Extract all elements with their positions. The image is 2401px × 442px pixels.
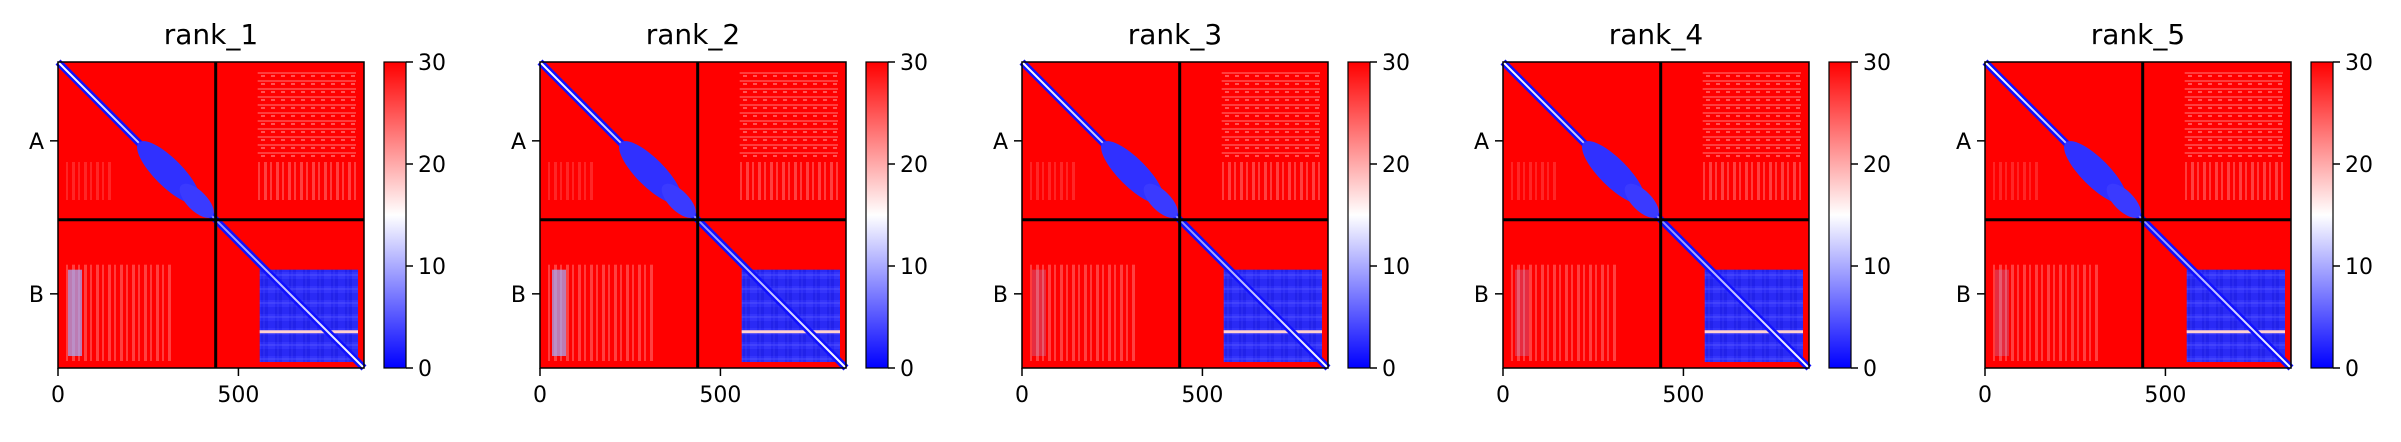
colorbar-tick-label: 20 xyxy=(418,153,446,178)
colorbar-frame xyxy=(865,61,889,369)
heatmap-frame xyxy=(539,61,847,369)
heatmap-texture xyxy=(1221,162,1320,200)
y-tick-label: A xyxy=(29,130,44,155)
colorbar-tick-label: 0 xyxy=(418,357,432,382)
heatmap-texture xyxy=(1509,162,1557,200)
y-tick-label: B xyxy=(993,283,1008,308)
heatmap-texture xyxy=(2184,70,2283,160)
colorbar-frame xyxy=(1828,61,1852,369)
colorbar-tick-label: 10 xyxy=(1863,255,1891,280)
pae-panel: rank_3 A B 0 500 0 10 20 30 xyxy=(993,18,1410,408)
colorbar-tick-label: 10 xyxy=(900,255,928,280)
x-tick-label: 500 xyxy=(1662,383,1704,408)
colorbar xyxy=(1348,62,1370,368)
heatmap-diagonal-blob xyxy=(2106,183,2141,218)
colorbar xyxy=(384,62,406,368)
colorbar-tick-label: 30 xyxy=(418,51,446,76)
heatmap-texture xyxy=(68,269,82,356)
heatmap-texture xyxy=(1028,162,1076,200)
colorbar-tick-label: 0 xyxy=(2345,357,2359,382)
panel-title: rank_5 xyxy=(2091,18,2185,51)
colorbar-tick-label: 30 xyxy=(1863,51,1891,76)
pae-panel: rank_2 A B 0 500 0 10 20 30 xyxy=(511,18,928,408)
x-tick-label: 500 xyxy=(217,383,259,408)
colorbar-tick-label: 30 xyxy=(900,51,928,76)
colorbar-frame xyxy=(1347,61,1371,369)
heatmap-texture xyxy=(1991,264,2099,361)
panel-title: rank_3 xyxy=(1128,18,1222,51)
heatmap-diagonal-blob xyxy=(661,183,696,218)
pae-panel: rank_1 A B 0 500 0 10 20 30 xyxy=(29,18,446,408)
x-tick-label: 0 xyxy=(1978,383,1992,408)
heatmap-texture xyxy=(546,162,594,200)
heatmap-diagonal-blob xyxy=(1624,183,1659,218)
x-tick-label: 0 xyxy=(51,383,65,408)
panel-title: rank_4 xyxy=(1609,18,1703,51)
pae-panel: rank_5 A B 0 500 0 10 20 30 xyxy=(1956,18,2373,408)
colorbar-tick-label: 20 xyxy=(1382,153,1410,178)
x-tick-label: 0 xyxy=(533,383,547,408)
heatmap-frame xyxy=(57,61,365,369)
heatmap-diagonal-blob xyxy=(1143,183,1178,218)
x-tick-label: 500 xyxy=(1181,383,1223,408)
y-tick-label: A xyxy=(1474,130,1489,155)
heatmap-texture xyxy=(257,162,356,200)
heatmap-diagonal-blob xyxy=(179,183,214,218)
heatmap-texture xyxy=(1221,70,1320,160)
heatmap-texture xyxy=(2184,162,2283,200)
heatmap-texture xyxy=(1032,269,1046,356)
y-tick-label: A xyxy=(511,130,526,155)
colorbar xyxy=(866,62,888,368)
heatmap-texture xyxy=(739,70,838,160)
heatmap-texture xyxy=(257,70,356,160)
colorbar-tick-label: 0 xyxy=(1863,357,1877,382)
heatmap-texture xyxy=(1702,70,1801,160)
colorbar-tick-label: 30 xyxy=(2345,51,2373,76)
colorbar xyxy=(1829,62,1851,368)
x-tick-label: 500 xyxy=(699,383,741,408)
colorbar-frame xyxy=(383,61,407,369)
colorbar-tick-label: 10 xyxy=(1382,255,1410,280)
colorbar-frame xyxy=(2310,61,2334,369)
heatmap-frame xyxy=(1984,61,2292,369)
heatmap-texture xyxy=(552,269,566,356)
x-tick-label: 500 xyxy=(2144,383,2186,408)
colorbar-tick-label: 0 xyxy=(1382,357,1396,382)
pae-panel: rank_4 A B 0 500 0 10 20 30 xyxy=(1474,18,1891,408)
x-tick-label: 0 xyxy=(1015,383,1029,408)
colorbar xyxy=(2311,62,2333,368)
x-tick-label: 0 xyxy=(1496,383,1510,408)
heatmap-texture xyxy=(64,162,112,200)
heatmap-texture xyxy=(739,162,838,200)
heatmap-texture xyxy=(1515,269,1529,356)
heatmap-texture xyxy=(1028,264,1136,361)
panel-title: rank_1 xyxy=(164,18,258,51)
y-tick-label: B xyxy=(1474,283,1489,308)
panel-title: rank_2 xyxy=(646,18,740,51)
colorbar-tick-label: 30 xyxy=(1382,51,1410,76)
y-tick-label: B xyxy=(1956,283,1971,308)
colorbar-tick-label: 10 xyxy=(2345,255,2373,280)
heatmap-texture xyxy=(1991,162,2039,200)
colorbar-tick-label: 20 xyxy=(900,153,928,178)
colorbar-tick-label: 0 xyxy=(900,357,914,382)
heatmap-texture xyxy=(1509,264,1617,361)
heatmap-frame xyxy=(1502,61,1810,369)
colorbar-tick-label: 10 xyxy=(418,255,446,280)
heatmap-texture xyxy=(1702,162,1801,200)
heatmap-frame xyxy=(1021,61,1329,369)
y-tick-label: A xyxy=(993,130,1008,155)
colorbar-tick-label: 20 xyxy=(1863,153,1891,178)
y-tick-label: B xyxy=(29,283,44,308)
y-tick-label: A xyxy=(1956,130,1971,155)
colorbar-tick-label: 20 xyxy=(2345,153,2373,178)
y-tick-label: B xyxy=(511,283,526,308)
heatmap-texture xyxy=(1995,269,2009,356)
